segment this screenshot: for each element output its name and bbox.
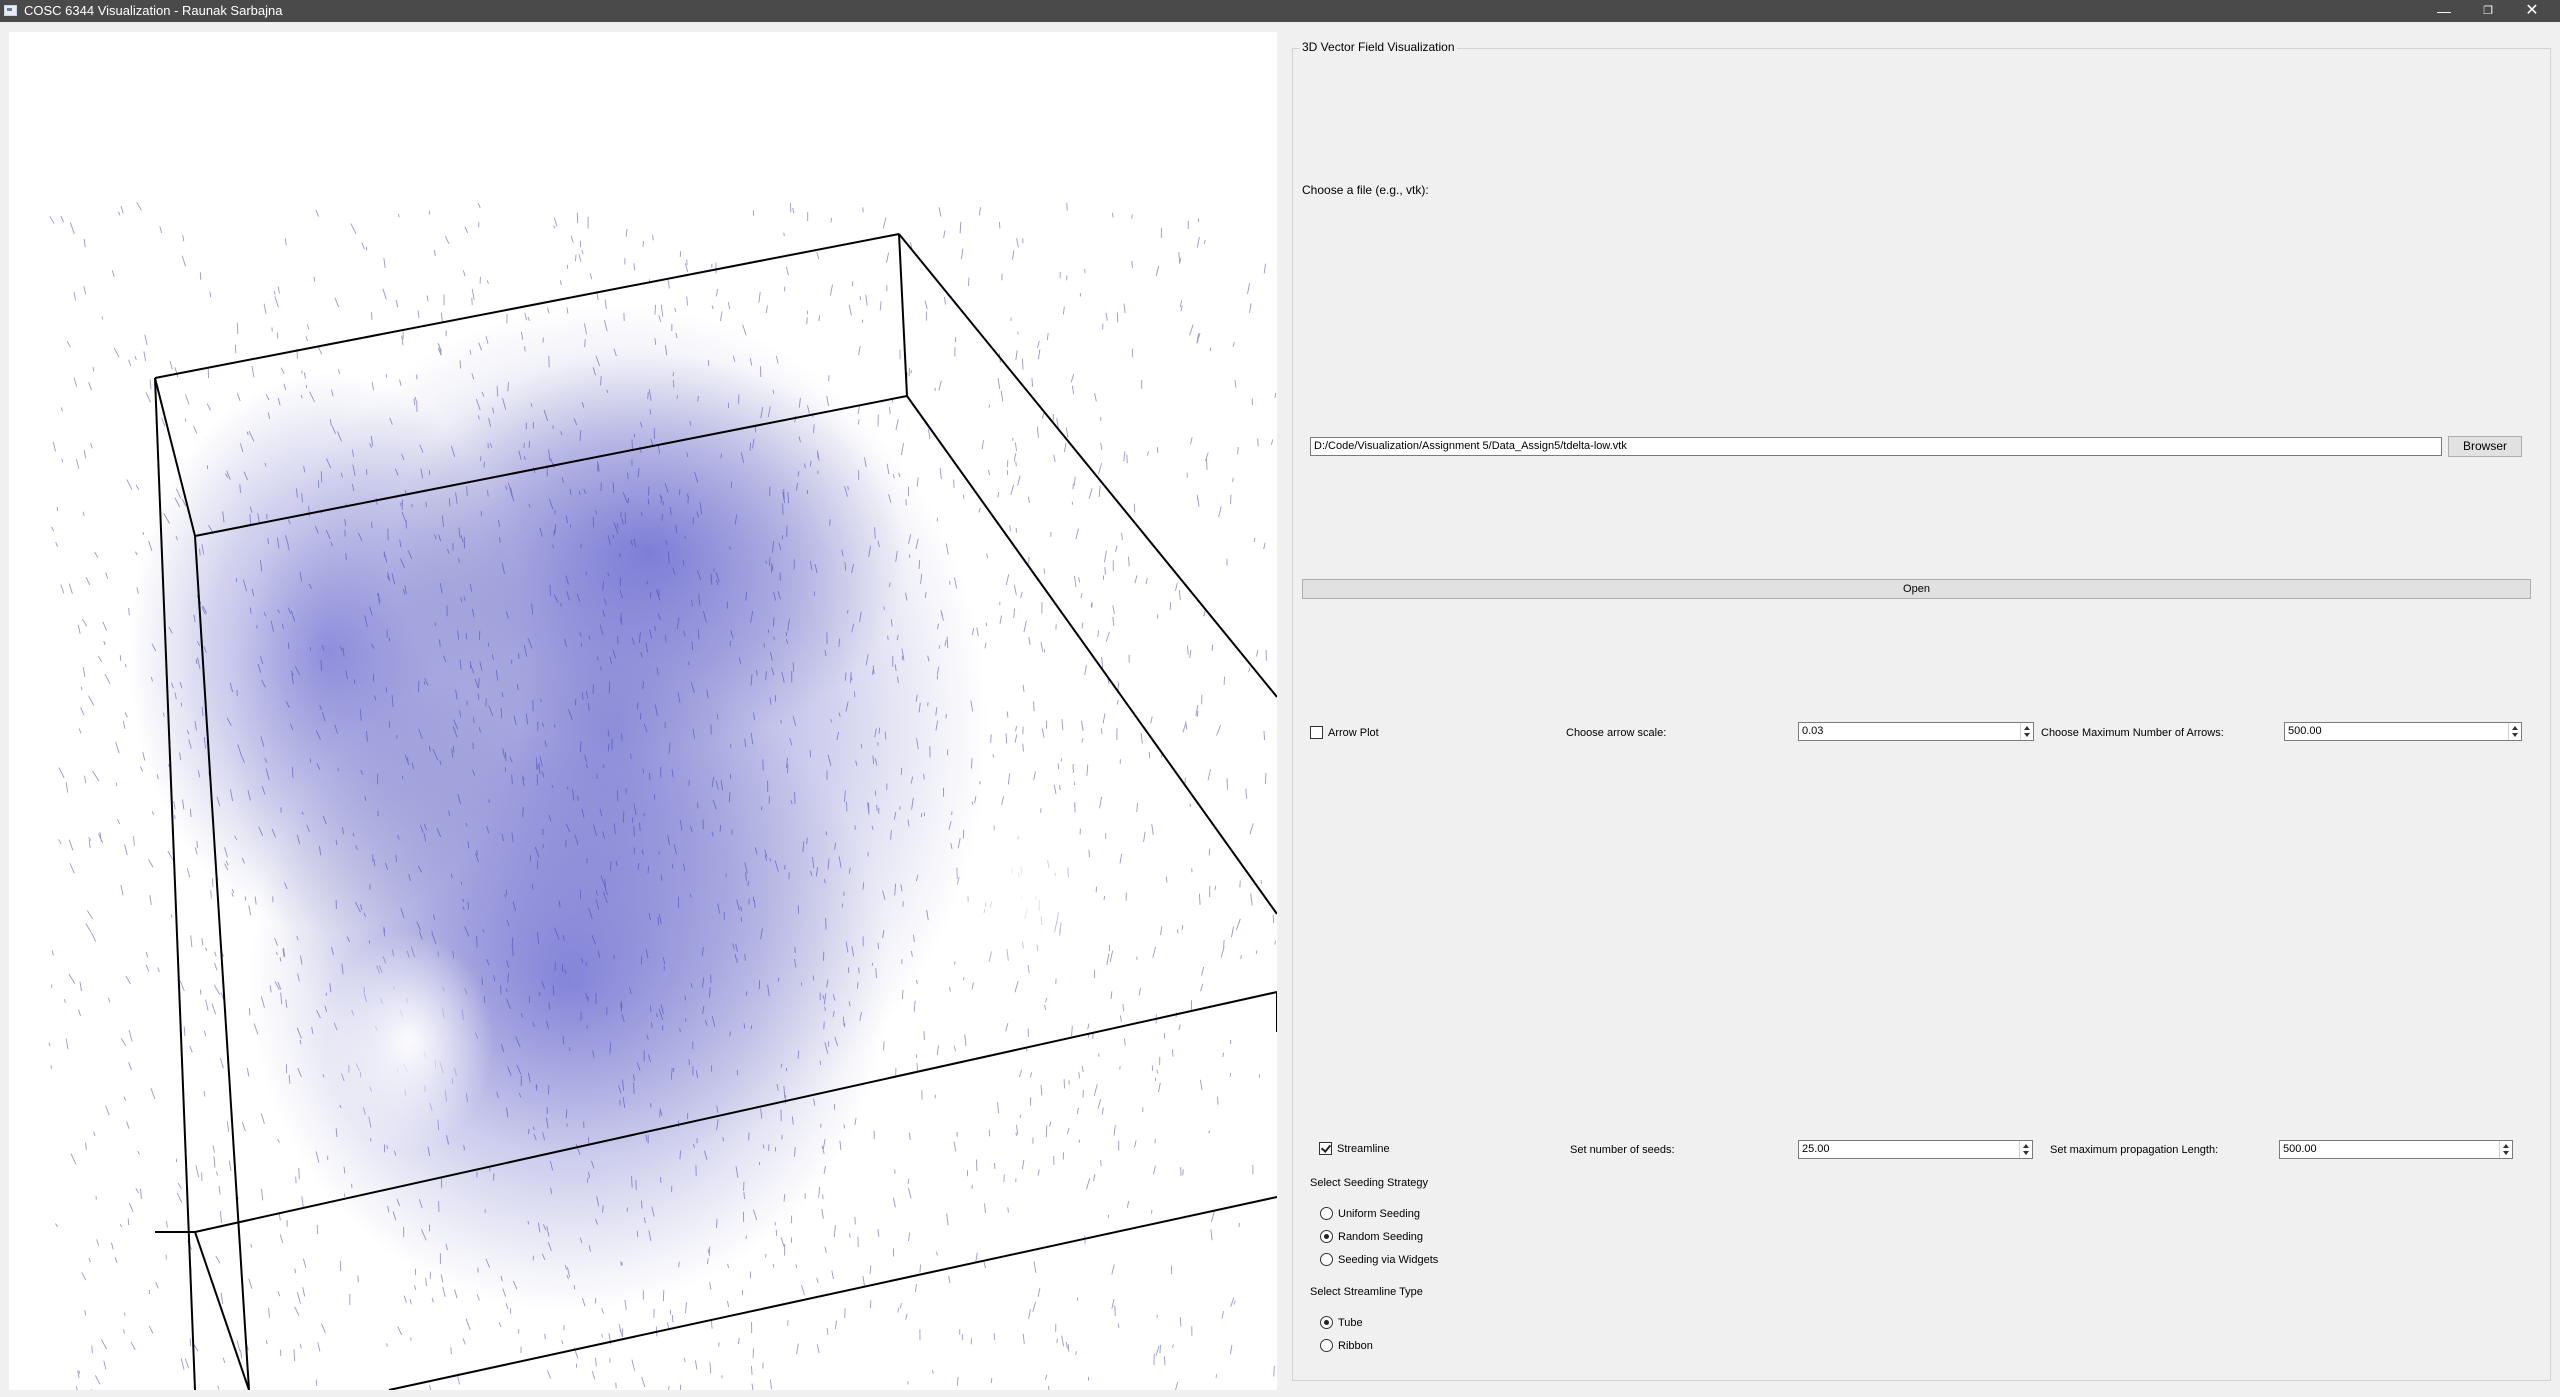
radio-ribbon[interactable] xyxy=(1320,1339,1333,1352)
propagation-length-spinbox[interactable]: 500.00 xyxy=(2279,1140,2513,1159)
arrow-plot-label: Arrow Plot xyxy=(1328,727,1379,739)
spin-arrows-icon[interactable] xyxy=(2019,1141,2032,1158)
widget-seeding-label: Seeding via Widgets xyxy=(1338,1254,1439,1266)
vector-field-render[interactable] xyxy=(9,32,1277,1390)
group-title: 3D Vector Field Visualization xyxy=(1300,40,1457,54)
radio-random-seeding[interactable] xyxy=(1320,1230,1333,1243)
restore-icon[interactable]: ❐ xyxy=(2483,5,2493,17)
radio-tube[interactable] xyxy=(1320,1316,1333,1329)
close-icon[interactable]: ✕ xyxy=(2525,2,2539,19)
check-icon xyxy=(1320,1142,1332,1153)
radio-seeding-via-widgets[interactable] xyxy=(1320,1253,1333,1266)
radio-uniform-seeding[interactable] xyxy=(1320,1207,1333,1220)
spin-arrows-icon[interactable] xyxy=(2020,723,2033,740)
app-icon xyxy=(4,5,17,16)
spin-arrows-icon[interactable] xyxy=(2499,1141,2512,1158)
random-seeding-label: Random Seeding xyxy=(1338,1231,1424,1243)
title-bar: COSC 6344 Visualization - Raunak Sarbajn… xyxy=(0,0,2560,22)
streamline-type-title: Select Streamline Type xyxy=(1310,1286,1423,1298)
arrow-scale-value: 0.03 xyxy=(1802,725,1824,737)
low-density-regions xyxy=(324,802,1094,1152)
propagation-length-label: Set maximum propagation Length: xyxy=(2050,1144,2219,1156)
spin-arrows-icon[interactable] xyxy=(2508,723,2521,740)
file-label: Choose a file (e.g., vtk): xyxy=(1302,183,1429,197)
arrow-scale-spinbox[interactable]: 0.03 xyxy=(1798,722,2034,741)
vector-glyphs xyxy=(48,202,1277,1390)
browse-button[interactable]: Browser xyxy=(2448,436,2522,457)
max-arrows-spinbox[interactable]: 500.00 xyxy=(2284,722,2522,741)
ribbon-label: Ribbon xyxy=(1338,1340,1373,1352)
seeds-spinbox[interactable]: 25.00 xyxy=(1798,1140,2033,1159)
seeding-strategy-title: Select Seeding Strategy xyxy=(1310,1177,1429,1189)
render-viewport[interactable] xyxy=(9,32,1277,1390)
propagation-length-value: 500.00 xyxy=(2283,1143,2317,1155)
open-button[interactable]: Open xyxy=(1302,579,2531,599)
window-title: COSC 6344 Visualization - Raunak Sarbajn… xyxy=(24,3,283,18)
uniform-seeding-label: Uniform Seeding xyxy=(1338,1208,1420,1220)
radio-selected-icon xyxy=(1324,1234,1329,1239)
seeds-value: 25.00 xyxy=(1802,1143,1830,1155)
minimize-icon[interactable]: — xyxy=(2437,3,2451,19)
control-panel xyxy=(1292,48,2551,1381)
bounding-box xyxy=(154,233,1277,1390)
density-haze xyxy=(129,302,989,1312)
radio-selected-icon xyxy=(1324,1320,1329,1325)
arrow-plot-checkbox[interactable] xyxy=(1310,726,1323,739)
tube-label: Tube xyxy=(1338,1317,1363,1329)
max-arrows-label: Choose Maximum Number of Arrows: xyxy=(2041,727,2224,739)
streamline-label: Streamline xyxy=(1337,1143,1390,1155)
max-arrows-value: 500.00 xyxy=(2288,725,2322,737)
streamline-checkbox[interactable] xyxy=(1319,1142,1332,1155)
seeds-label: Set number of seeds: xyxy=(1570,1144,1675,1156)
arrow-scale-label: Choose arrow scale: xyxy=(1566,727,1667,739)
file-path-input[interactable]: D:/Code/Visualization/Assignment 5/Data_… xyxy=(1310,437,2442,456)
